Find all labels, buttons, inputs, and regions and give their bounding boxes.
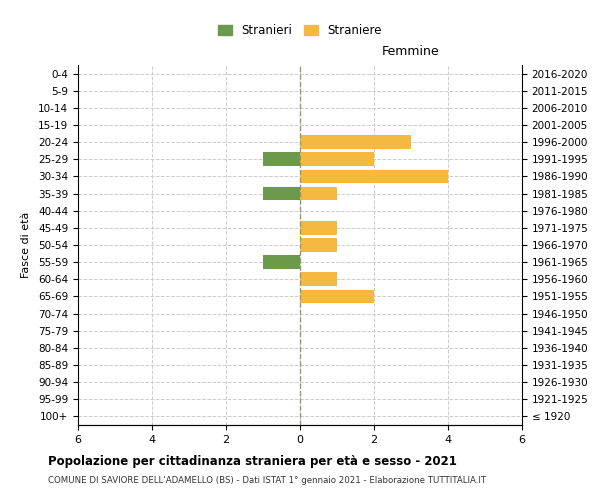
Bar — [300, 290, 374, 304]
Y-axis label: Fasce di età: Fasce di età — [21, 212, 31, 278]
Text: COMUNE DI SAVIORE DELL'ADAMELLO (BS) - Dati ISTAT 1° gennaio 2021 - Elaborazione: COMUNE DI SAVIORE DELL'ADAMELLO (BS) - D… — [48, 476, 486, 485]
Text: Femmine: Femmine — [382, 45, 440, 58]
Bar — [300, 152, 374, 166]
Bar — [300, 238, 337, 252]
Bar — [300, 136, 411, 149]
Bar — [263, 256, 300, 269]
Bar — [263, 152, 300, 166]
Legend: Stranieri, Straniere: Stranieri, Straniere — [214, 20, 386, 40]
Bar — [300, 272, 337, 286]
Bar — [300, 221, 337, 234]
Bar — [300, 186, 337, 200]
Text: Popolazione per cittadinanza straniera per età e sesso - 2021: Popolazione per cittadinanza straniera p… — [48, 455, 457, 468]
Bar — [263, 186, 300, 200]
Y-axis label: Anni di nascita: Anni di nascita — [599, 204, 600, 286]
Bar — [300, 170, 448, 183]
